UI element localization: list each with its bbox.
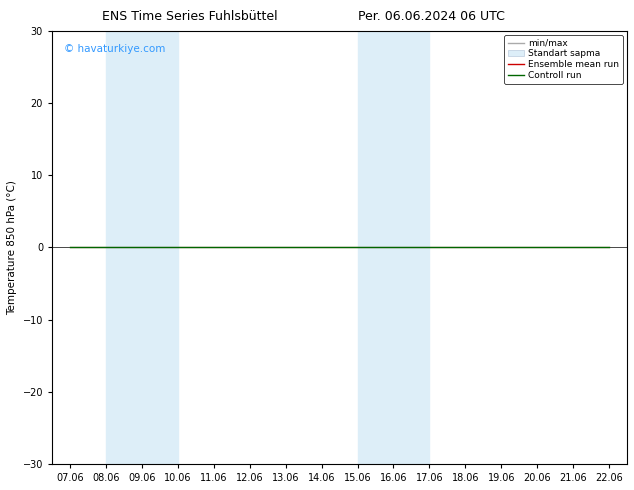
Bar [358,30,429,464]
Legend: min/max, Standart sapma, Ensemble mean run, Controll run: min/max, Standart sapma, Ensemble mean r… [505,35,623,84]
Text: Per. 06.06.2024 06 UTC: Per. 06.06.2024 06 UTC [358,10,505,23]
Bar [106,30,178,464]
Y-axis label: Temperature 850 hPa (°C): Temperature 850 hPa (°C) [7,180,17,315]
Text: ENS Time Series Fuhlsbüttel: ENS Time Series Fuhlsbüttel [102,10,278,23]
Text: © havaturkiye.com: © havaturkiye.com [63,44,165,53]
